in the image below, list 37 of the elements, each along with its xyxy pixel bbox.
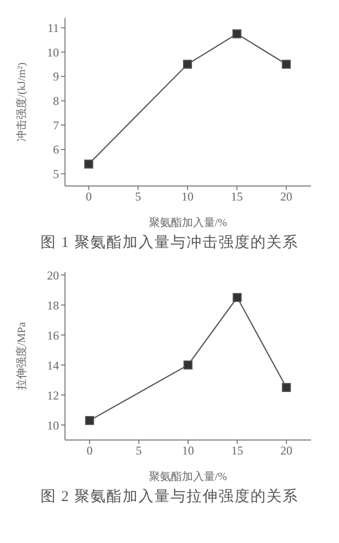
point (232, 29, 242, 38)
text: 图 1 聚氨酯加入量与冲击强度的关系 (40, 233, 300, 252)
x-axis-title: 聚氨酯加入量/% (148, 216, 228, 229)
point (282, 60, 291, 69)
y-tick-label: 9 (53, 70, 59, 84)
x-tick-label: 10 (182, 190, 194, 204)
x-tick-label: 0 (86, 190, 92, 204)
y-tick-label: 14 (47, 358, 59, 372)
y-tick-label: 16 (47, 328, 59, 342)
y-tick-label: 10 (47, 45, 59, 60)
y-tick-label: 10 (47, 418, 59, 432)
y-tick-label: 5 (53, 167, 59, 182)
x-tick-label: 20 (280, 190, 292, 204)
point (232, 293, 242, 302)
x-tick-label: 15 (231, 444, 244, 458)
y-tick-label: 18 (47, 298, 59, 312)
y-tick-label: 7 (53, 118, 59, 132)
x-tick-label: 0 (86, 444, 93, 458)
point (183, 60, 192, 69)
y-tick-label: 6 (53, 142, 59, 157)
y-tick-label: 12 (47, 388, 59, 402)
point (85, 416, 94, 425)
x-tick-label: 10 (182, 444, 194, 458)
y-axis-title: 拉伸强度/MPa (14, 322, 28, 390)
y-tick-label: 20 (47, 268, 59, 282)
point (184, 360, 192, 370)
x-tick-label: 5 (135, 190, 142, 204)
x-tick-label: 5 (136, 444, 142, 458)
point (282, 383, 291, 392)
x-tick-label: 15 (230, 190, 243, 204)
y-axis-title: 冲击强度/(kJ/m²) (14, 62, 28, 142)
y-tick-label: 11 (47, 21, 59, 35)
text: 图 2 聚氨酯加入量与拉伸强度的关系 (40, 487, 300, 506)
x-axis-title: 聚氨酯加入量/% (148, 470, 228, 483)
x-tick-label: 20 (280, 444, 292, 458)
y-tick-label: 8 (53, 94, 59, 108)
point (84, 160, 94, 169)
